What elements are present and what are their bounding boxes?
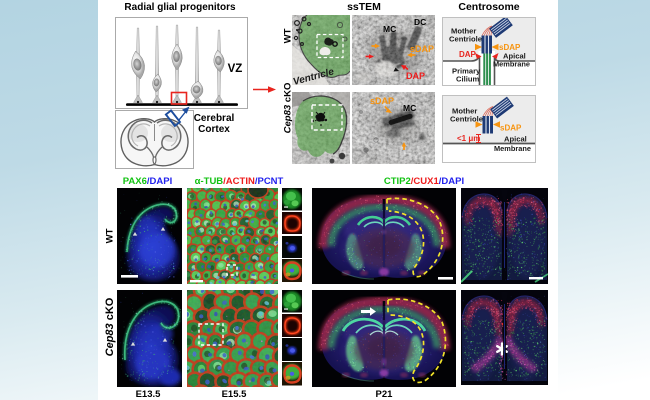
svg-text:DAP: DAP xyxy=(459,50,477,59)
svg-text:MC: MC xyxy=(383,24,396,34)
svg-text:Cilium: Cilium xyxy=(456,75,479,84)
svg-text:Primary: Primary xyxy=(452,67,481,76)
svg-text:DAP: DAP xyxy=(406,71,425,81)
svg-text:sDAP: sDAP xyxy=(370,96,394,106)
svg-text:Mother: Mother xyxy=(452,107,477,116)
svg-text:Apical: Apical xyxy=(503,52,526,61)
svg-text:Apical: Apical xyxy=(504,135,527,144)
svg-text:<1 μm: <1 μm xyxy=(457,134,480,143)
svg-text:sDAP: sDAP xyxy=(499,43,521,52)
svg-text:Mother: Mother xyxy=(451,27,476,36)
svg-text:DC: DC xyxy=(414,17,426,27)
svg-text:Centriole: Centriole xyxy=(449,35,482,44)
svg-text:Membrane: Membrane xyxy=(493,60,530,69)
svg-text:Centriole: Centriole xyxy=(450,115,483,124)
svg-text:sDAP: sDAP xyxy=(500,124,522,133)
svg-text:Membrane: Membrane xyxy=(494,144,531,153)
svg-text:MC: MC xyxy=(403,103,416,113)
svg-text:sDAP: sDAP xyxy=(410,44,434,54)
